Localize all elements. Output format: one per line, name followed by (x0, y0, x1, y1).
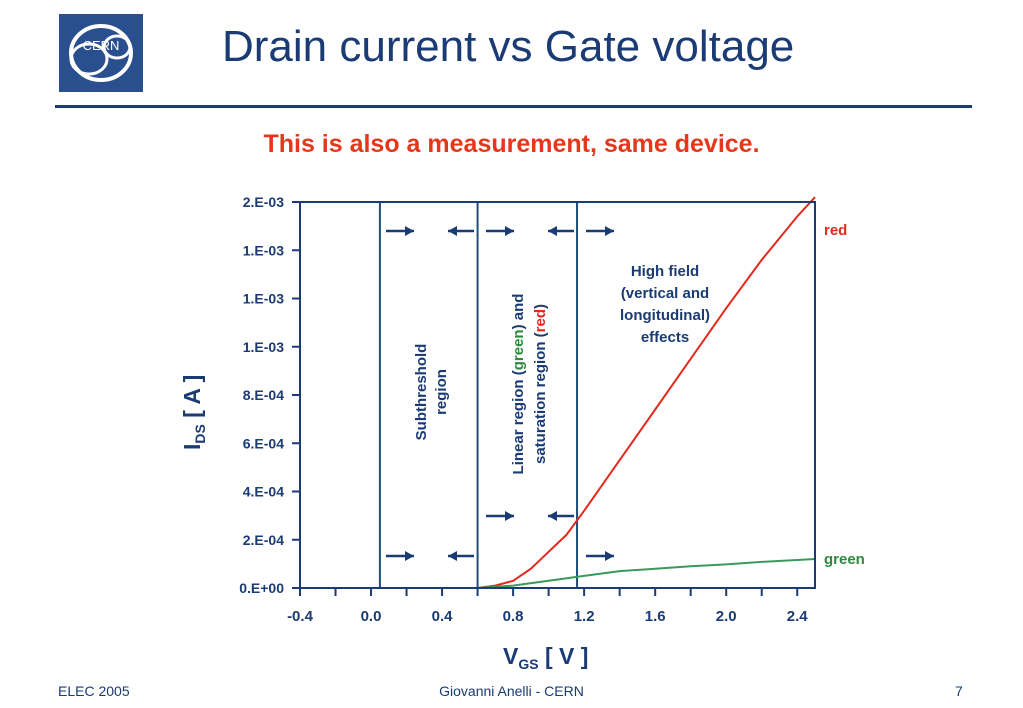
y-tick-label: 6.E-04 (243, 435, 284, 451)
series-line-green (300, 558, 816, 589)
slide-title: Drain current vs Gate voltage (222, 22, 795, 71)
arrowhead-icon (505, 226, 514, 236)
series-line-red (300, 196, 816, 589)
y-tick-labels: 0.E+00 2.E-04 4.E-04 6.E-04 8.E-04 1.E-03 1.E-… (239, 194, 284, 596)
footer-left: ELEC 2005 (58, 683, 130, 699)
page-number: 7 (955, 683, 963, 699)
high-field-label-line1: High field (631, 263, 699, 280)
x-tick-label: 0.4 (432, 608, 454, 625)
y-tick-label: 2.E-03 (243, 194, 284, 210)
footer-author: Giovanni Anelli - CERN (439, 683, 584, 699)
curve-group (300, 196, 816, 589)
x-axis-title: VGS [ V ] (503, 643, 588, 672)
high-field-label-line3: longitudinal) (620, 307, 710, 324)
tick-group (292, 201, 799, 596)
arrowhead-icon (405, 551, 414, 561)
y-tick-label: 0.E+00 (239, 580, 284, 596)
linear-region-label-line1: Linear region (green) and (510, 294, 527, 475)
arrowhead-icon (605, 226, 614, 236)
logo-text: CERN (83, 38, 120, 53)
region-lines (378, 202, 579, 588)
region-arrows (386, 226, 614, 561)
x-tick-labels: -0.4 0.0 0.4 0.8 1.2 1.6 2.0 2.4 (287, 608, 808, 625)
high-field-label-line4: effects (641, 329, 689, 346)
arrowhead-icon (505, 511, 514, 521)
y-tick-label: 4.E-04 (243, 484, 284, 500)
arrowhead-icon (605, 551, 614, 561)
saturation-region-label-line2: saturation region (red) (532, 304, 549, 464)
x-tick-label: -0.4 (287, 608, 314, 625)
y-axis-title: IDS [ A ] (179, 375, 208, 450)
arrowhead-icon (548, 511, 557, 521)
x-tick-label: 2.0 (716, 608, 737, 625)
x-tick-label: 1.2 (574, 608, 595, 625)
x-tick-label: 0.8 (503, 608, 524, 625)
y-tick-label: 2.E-04 (243, 532, 284, 548)
x-tick-label: 1.6 (645, 608, 666, 625)
y-tick-label: 1.E-03 (243, 242, 284, 258)
title-divider (55, 105, 972, 108)
y-tick-label: 1.E-03 (243, 339, 284, 355)
x-tick-label: 0.0 (361, 608, 382, 625)
y-tick-label: 8.E-04 (243, 387, 284, 403)
high-field-label-line2: (vertical and (621, 285, 709, 302)
y-tick-label: 1.E-03 (243, 291, 284, 307)
plot-frame (299, 201, 816, 589)
subthreshold-label-line1: Subthreshold (413, 344, 430, 441)
arrowhead-icon (448, 551, 457, 561)
arrowhead-icon (548, 226, 557, 236)
slide-subtitle: This is also a measurement, same device. (263, 130, 760, 158)
arrowhead-icon (405, 226, 414, 236)
cern-logo: CERN (59, 14, 143, 92)
arrowhead-icon (448, 226, 457, 236)
series-label-green: green (824, 551, 865, 568)
x-tick-label: 2.4 (787, 608, 809, 625)
subthreshold-label-line2: region (433, 369, 450, 415)
series-label-red: red (824, 222, 847, 239)
